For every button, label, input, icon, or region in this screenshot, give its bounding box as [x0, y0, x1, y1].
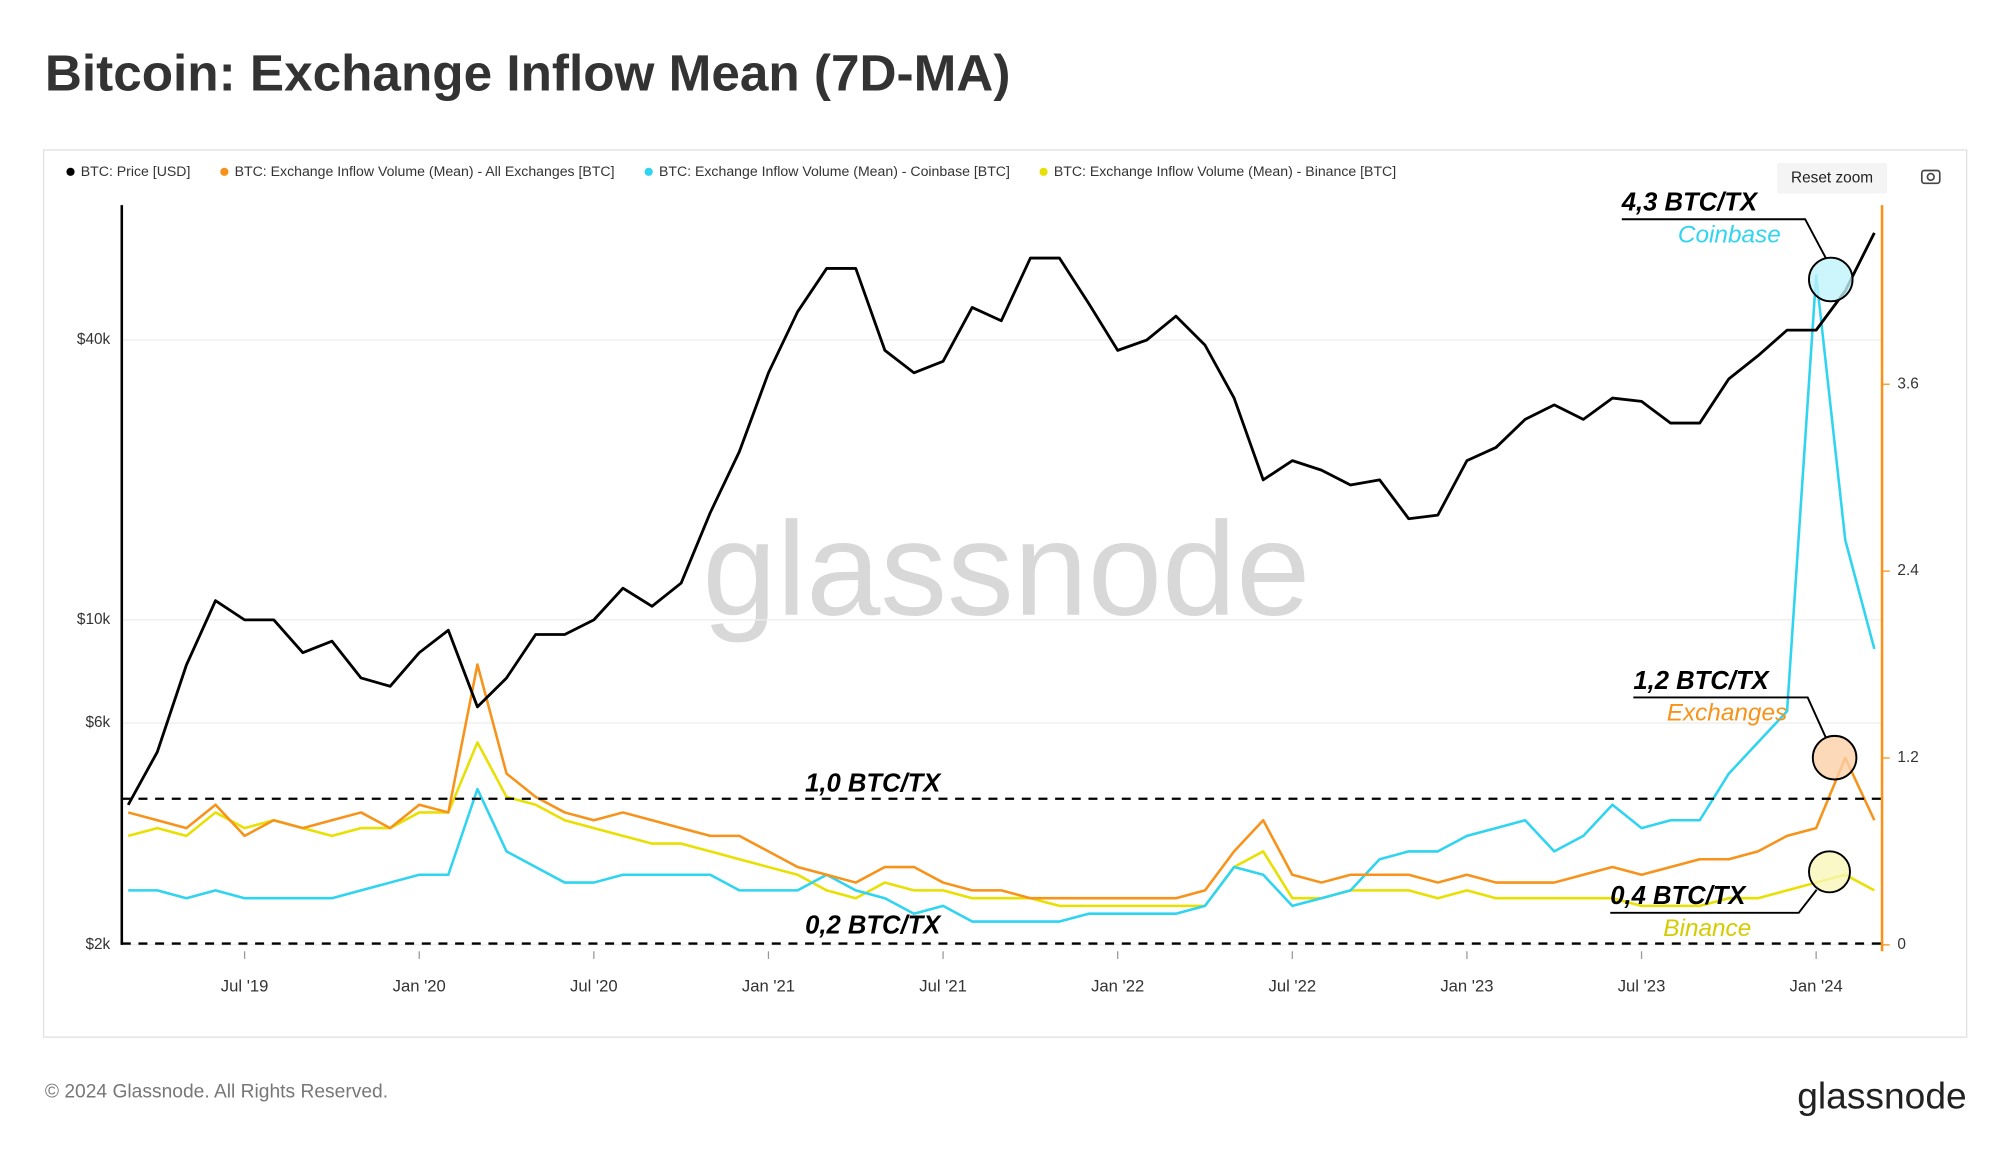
y-tick-label: $2k [85, 936, 110, 953]
x-tick-label: Jan '20 [393, 977, 446, 996]
y2-tick-label: 1.2 [1897, 749, 1918, 766]
highlight-circle [1808, 850, 1851, 894]
footer-logo: glassnode [1797, 1075, 1966, 1117]
callout-line [1633, 696, 1827, 738]
x-tick-label: Jan '23 [1440, 977, 1493, 996]
series-line [127, 663, 1876, 900]
annotation-text: 0,2 BTC/TX [805, 912, 942, 940]
annotation-text: 0,4 BTC/TX [1610, 882, 1747, 910]
annotation-text: 1,2 BTC/TX [1633, 667, 1770, 695]
x-tick-label: Jul '20 [570, 977, 618, 996]
legend-swatch [220, 167, 229, 176]
y2-tick-label: 0 [1897, 936, 1906, 953]
legend-swatch [644, 167, 653, 176]
callout-line [1621, 218, 1827, 259]
annotation-subtext: Coinbase [1678, 221, 1781, 248]
legend-swatch [66, 167, 75, 176]
y2-tick-label: 3.6 [1897, 375, 1918, 392]
series-line [126, 232, 1876, 806]
legend-label: BTC: Exchange Inflow Volume (Mean) - Bin… [1054, 163, 1396, 179]
y2-tick-label: 2.4 [1897, 562, 1919, 579]
x-tick-label: Jul '22 [1268, 977, 1316, 996]
x-tick-label: Jan '21 [742, 977, 795, 996]
annotation-text: 4,3 BTC/TX [1621, 189, 1759, 217]
watermark: glassnode [702, 495, 1310, 644]
annotation-subtext: Exchanges [1667, 700, 1787, 727]
legend-swatch [1039, 167, 1048, 176]
annotations: 1,0 BTC/TX 0,2 BTC/TX 4,3 BTC/TX Coinbase 1,… [121, 189, 1883, 945]
series-line [128, 273, 1876, 923]
x-tick-label: Jan '24 [1790, 977, 1843, 996]
x-tick-label: Jul '23 [1618, 977, 1666, 996]
series-line [127, 741, 1875, 908]
legend-label: BTC: Price [USD] [81, 163, 191, 179]
highlight-circle [1808, 256, 1854, 303]
x-tick-label: Jan '22 [1091, 977, 1144, 996]
x-tick-label: Jul '19 [221, 977, 269, 996]
reset-zoom-label[interactable]: Reset zoom [1791, 169, 1873, 186]
legend-label: BTC: Exchange Inflow Volume (Mean) - All… [235, 163, 615, 179]
annotation-text: 1,0 BTC/TX [805, 769, 942, 797]
y-tick-label: $6k [85, 714, 110, 731]
footer-copyright: © 2024 Glassnode. All Rights Reserved. [45, 1081, 388, 1102]
plot-lines [126, 232, 1876, 923]
camera-icon[interactable] [1920, 169, 1941, 185]
y-tick-label: $40k [77, 331, 111, 348]
y-tick-label: $10k [77, 611, 111, 628]
chart-title: Bitcoin: Exchange Inflow Mean (7D-MA) [45, 44, 1011, 101]
legend-label: BTC: Exchange Inflow Volume (Mean) - Coi… [659, 163, 1010, 179]
annotation-subtext: Binance [1663, 915, 1751, 942]
callout-line [1610, 889, 1818, 914]
reset-zoom-button[interactable] [1776, 162, 1888, 194]
x-tick-label: Jul '21 [919, 977, 967, 996]
grid: $2k $6k $10k $40k 0 1.2 2.4 3.6 Jul '19 Jan '20 Ju… [77, 331, 1919, 996]
highlight-circle [1811, 734, 1858, 781]
